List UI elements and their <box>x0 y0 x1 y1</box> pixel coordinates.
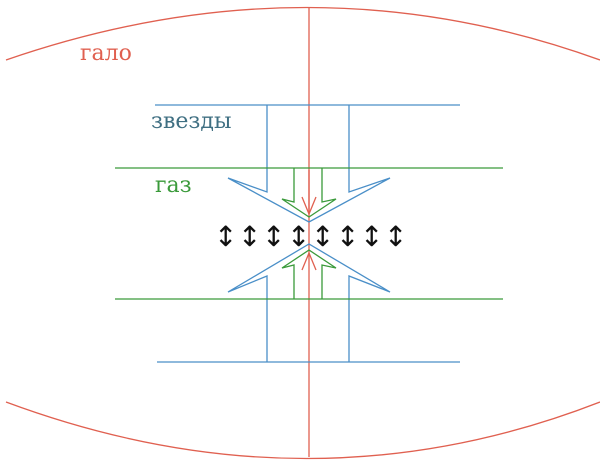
oscillation-arrows: ↕ ↕ ↕ ↕ ↕ ↕ ↕ ↕ <box>214 220 407 253</box>
vertical-arrow: ↕ <box>238 220 261 253</box>
vertical-arrow: ↕ <box>384 220 407 253</box>
halo-group: гало <box>5 6 600 460</box>
stars-group: звезды <box>151 104 460 363</box>
vertical-arrow: ↕ <box>311 220 334 253</box>
stars-top-funnel <box>227 105 391 223</box>
halo-lower-arc <box>5 401 600 460</box>
stars-bottom-funnel <box>227 243 391 362</box>
vertical-arrow: ↕ <box>262 220 285 253</box>
gas-bottom-inflow-path <box>281 249 337 299</box>
vertical-arrow: ↕ <box>287 220 310 253</box>
gas-group: газ <box>115 167 503 300</box>
vertical-arrow: ↕ <box>336 220 359 253</box>
vertical-arrow: ↕ <box>214 220 237 253</box>
stars-label: звезды <box>151 109 231 134</box>
vertical-arrow: ↕ <box>360 220 383 253</box>
gas-top-inflow-path <box>281 168 337 218</box>
halo-inflow-bottom-arrowhead <box>301 251 317 271</box>
halo-label: гало <box>80 41 132 66</box>
halo-upper-arc <box>5 6 600 61</box>
gas-label: газ <box>155 173 192 198</box>
halo-inflow-top-arrowhead <box>301 196 317 216</box>
